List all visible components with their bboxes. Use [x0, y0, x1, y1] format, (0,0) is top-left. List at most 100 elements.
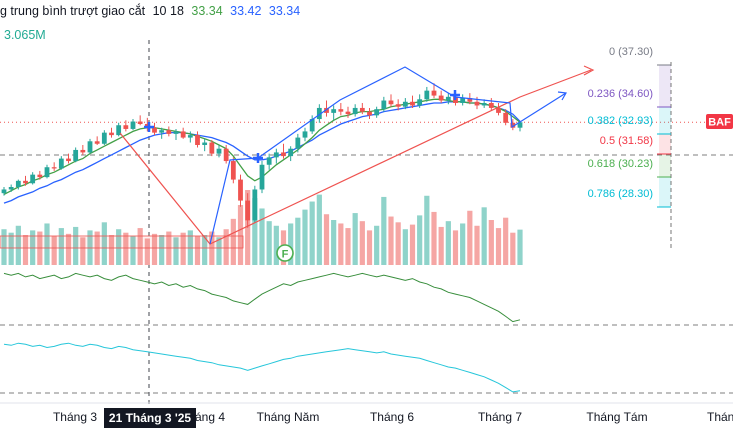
volume-bar — [159, 235, 165, 265]
volume-bar — [73, 226, 79, 265]
candle — [58, 156, 64, 170]
indicator-value-2: 33.42 — [230, 4, 262, 18]
arrowhead — [583, 65, 595, 76]
candle — [152, 122, 157, 136]
candle — [388, 94, 394, 107]
time-tick-label: Tháng Năm — [257, 410, 320, 424]
volume-bar — [424, 195, 430, 265]
volume-bar — [15, 225, 21, 265]
time-tick-label: Tháng 3 — [53, 410, 97, 424]
zigzag-line — [119, 69, 592, 245]
candle-body — [252, 189, 258, 221]
volume-bar — [108, 235, 115, 265]
volume-bar — [173, 237, 179, 265]
volume-bar — [116, 229, 122, 265]
candle — [331, 105, 337, 121]
time-axis: Tháng 3 Tháng 4 Tháng Năm Tháng 6 Tháng 7 Thá… — [0, 402, 733, 428]
candle-body — [510, 122, 516, 128]
volume-bar — [123, 232, 129, 265]
fib-level-label: 0.786 (28.30) — [588, 188, 653, 200]
event-marker-circle — [276, 244, 294, 262]
candle-body — [73, 149, 79, 162]
candle-body — [166, 130, 172, 134]
volume-bar — [302, 209, 308, 265]
volume-bar — [101, 222, 107, 265]
volume-bars — [1, 190, 523, 265]
candle-body — [331, 109, 337, 113]
candle-body — [123, 125, 129, 129]
volume-bar — [345, 228, 351, 265]
volume-bar — [366, 230, 373, 265]
wave-arrowhead — [557, 91, 567, 101]
range-rectangle — [0, 235, 244, 249]
event-marker-icon: F — [276, 244, 294, 262]
volume-bar — [259, 208, 265, 265]
candle — [460, 94, 466, 106]
candle-body — [388, 100, 394, 105]
cross-marker — [253, 153, 263, 163]
indicator-name: g trung bình trượt giao cắt — [0, 4, 146, 18]
candle — [302, 127, 308, 142]
fib-level-label: 0.5 (31.58) — [600, 135, 653, 147]
candle-body — [180, 131, 186, 138]
candle-body — [424, 90, 430, 100]
volume-bar — [202, 235, 208, 265]
candle-body — [503, 112, 509, 123]
fib-level-label: 0 (37.30) — [609, 46, 653, 58]
wave-line — [209, 66, 567, 245]
time-tick-label: Tháng 7 — [478, 410, 522, 424]
candle — [431, 83, 437, 99]
candle-body — [259, 164, 265, 190]
volume-bar — [295, 217, 301, 265]
candle-body — [402, 101, 408, 107]
candle-body — [159, 130, 165, 133]
volume-bar — [266, 221, 272, 265]
volume-bar — [316, 194, 322, 265]
symbol-badge-bg — [706, 114, 733, 129]
candle-body — [87, 141, 93, 153]
crosshair-label-bg — [104, 408, 196, 428]
volume-bar — [517, 229, 523, 265]
candle — [187, 131, 193, 143]
symbol-badge-text: BAF — [708, 117, 731, 129]
candle — [273, 148, 279, 164]
candle — [44, 164, 50, 179]
candle — [367, 107, 372, 120]
candle — [410, 95, 415, 108]
candle — [202, 138, 208, 152]
volume-bar — [467, 210, 473, 265]
candle-body — [410, 101, 415, 106]
volume-bar — [44, 223, 50, 265]
candle-body — [202, 142, 208, 145]
candle — [223, 145, 229, 164]
candle-body — [137, 121, 143, 124]
fib-zone — [659, 65, 671, 107]
candle-body — [216, 148, 222, 154]
candle — [417, 94, 423, 108]
volume-bar — [288, 223, 294, 265]
crosshair-time-label: 21 Tháng 3 '25 — [104, 408, 196, 428]
volume-bar — [474, 225, 480, 265]
volume-bar — [273, 225, 279, 265]
volume-bar — [230, 218, 236, 265]
volume-bar — [58, 228, 64, 265]
candle — [245, 193, 251, 228]
volume-bar — [137, 228, 143, 265]
indicator-legend[interactable]: g trung bình trượt giao cắt 10 18 33.34 … — [0, 4, 304, 18]
candle — [402, 98, 408, 110]
candle-body — [80, 149, 86, 153]
candle-body — [245, 200, 251, 221]
candle — [209, 140, 215, 157]
candle — [316, 104, 322, 123]
candle — [259, 161, 265, 194]
candle-body — [223, 148, 229, 162]
volume-bar — [488, 220, 494, 265]
volume-bar — [331, 220, 337, 265]
candle — [445, 93, 451, 105]
candle — [496, 103, 501, 116]
range-box — [0, 235, 244, 249]
candle-body — [374, 109, 380, 116]
volume-bar — [151, 233, 158, 265]
volume-bar — [395, 222, 401, 265]
